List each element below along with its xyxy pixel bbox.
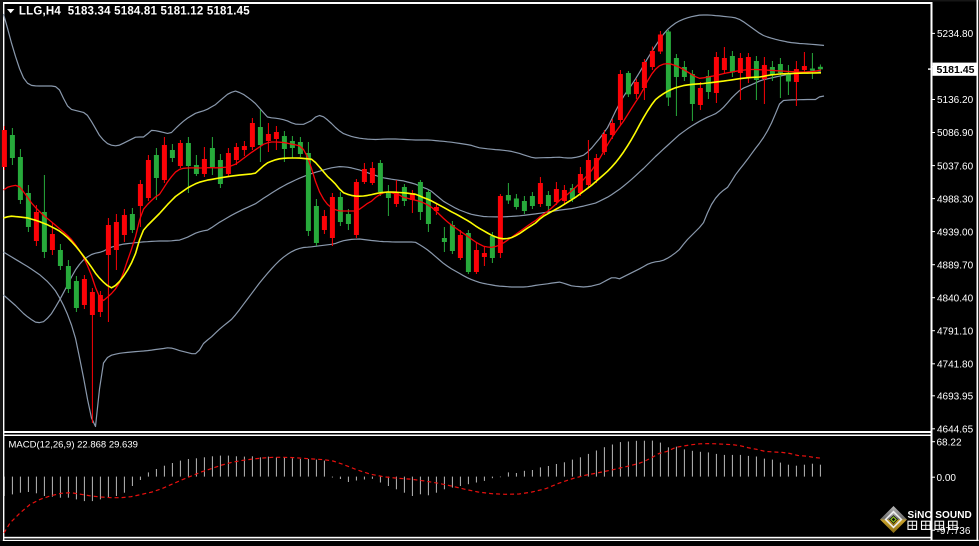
- svg-text:5181.45: 5181.45: [937, 64, 975, 76]
- svg-text:4791.10: 4791.10: [937, 326, 974, 337]
- svg-text:MACD(12,26,9) 22.868 29.639: MACD(12,26,9) 22.868 29.639: [9, 440, 138, 451]
- svg-text:0.00: 0.00: [937, 473, 957, 484]
- svg-text:SiNO SOUND: SiNO SOUND: [908, 510, 972, 521]
- svg-text:4693.95: 4693.95: [937, 392, 974, 403]
- svg-text:5037.60: 5037.60: [937, 161, 974, 172]
- svg-text:4644.65: 4644.65: [937, 425, 974, 436]
- svg-text:5136.20: 5136.20: [937, 95, 974, 106]
- svg-text:4889.70: 4889.70: [937, 260, 974, 271]
- svg-text:-97.736: -97.736: [937, 526, 971, 537]
- svg-text:68.22: 68.22: [937, 437, 962, 448]
- svg-text:4741.80: 4741.80: [937, 360, 974, 371]
- svg-text:5234.80: 5234.80: [937, 29, 974, 40]
- svg-text:4988.30: 4988.30: [937, 194, 974, 205]
- svg-text:4939.00: 4939.00: [937, 227, 974, 238]
- svg-text:5086.90: 5086.90: [937, 128, 974, 139]
- svg-text:LLG,H4 5183.34 5184.81 5181.1: LLG,H4 5183.34 5184.81 5181.12 5181.45: [19, 5, 250, 17]
- svg-text:4840.40: 4840.40: [937, 293, 974, 304]
